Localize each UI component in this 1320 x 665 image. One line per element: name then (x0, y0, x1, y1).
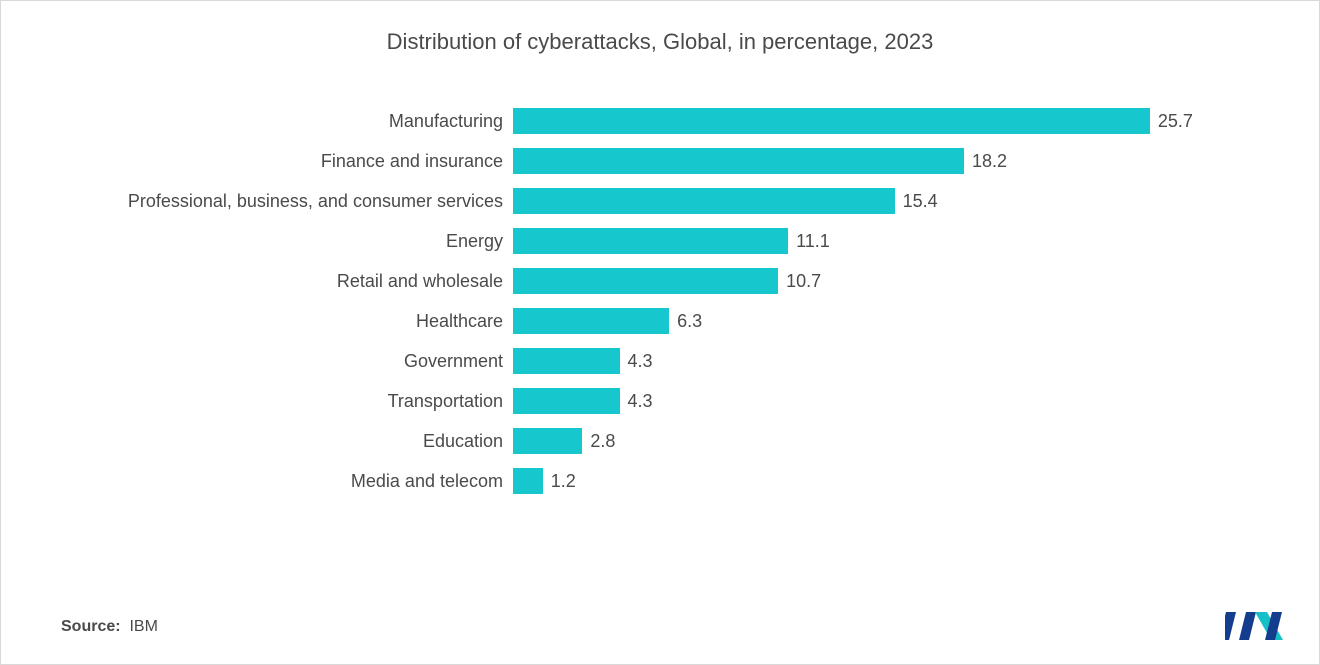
value-label: 11.1 (796, 231, 830, 252)
bar-track: 10.7 (513, 261, 1271, 301)
value-label: 10.7 (786, 271, 821, 292)
bar (513, 468, 543, 494)
bar (513, 388, 620, 414)
bar (513, 308, 669, 334)
category-label: Government (49, 351, 513, 372)
value-label: 25.7 (1158, 111, 1193, 132)
mordor-logo-icon (1225, 608, 1285, 642)
category-label: Education (49, 431, 513, 452)
bar-track: 18.2 (513, 141, 1271, 181)
bar-track: 15.4 (513, 181, 1271, 221)
bar (513, 228, 788, 254)
chart-row: Healthcare 6.3 (49, 301, 1271, 341)
category-label: Healthcare (49, 311, 513, 332)
chart-row: Manufacturing 25.7 (49, 101, 1271, 141)
chart-row: Energy 11.1 (49, 221, 1271, 261)
bar-track: 25.7 (513, 101, 1271, 141)
bar (513, 428, 582, 454)
bar (513, 268, 778, 294)
value-label: 15.4 (903, 191, 938, 212)
bar-track: 1.2 (513, 461, 1271, 501)
value-label: 4.3 (628, 391, 653, 412)
bar-chart: Manufacturing 25.7 Finance and insurance 18… (49, 101, 1271, 501)
source-label: Source: (61, 618, 121, 635)
chart-row: Media and telecom 1.2 (49, 461, 1271, 501)
chart-row: Education 2.8 (49, 421, 1271, 461)
value-label: 18.2 (972, 151, 1007, 172)
chart-frame: Distribution of cyberattacks, Global, in… (0, 0, 1320, 665)
category-label: Transportation (49, 391, 513, 412)
bar (513, 348, 620, 374)
bar-track: 2.8 (513, 421, 1271, 461)
chart-row: Professional, business, and consumer ser… (49, 181, 1271, 221)
value-label: 1.2 (551, 471, 576, 492)
value-label: 4.3 (628, 351, 653, 372)
value-label: 6.3 (677, 311, 702, 332)
bar-track: 6.3 (513, 301, 1271, 341)
category-label: Retail and wholesale (49, 271, 513, 292)
bar (513, 148, 964, 174)
bar (513, 108, 1150, 134)
category-label: Manufacturing (49, 111, 513, 132)
category-label: Professional, business, and consumer ser… (49, 191, 513, 212)
chart-row: Transportation 4.3 (49, 381, 1271, 421)
bar-track: 11.1 (513, 221, 1271, 261)
bar-track: 4.3 (513, 381, 1271, 421)
source-value: IBM (129, 618, 157, 635)
category-label: Media and telecom (49, 471, 513, 492)
chart-row: Finance and insurance 18.2 (49, 141, 1271, 181)
category-label: Energy (49, 231, 513, 252)
category-label: Finance and insurance (49, 151, 513, 172)
chart-row: Government 4.3 (49, 341, 1271, 381)
source-footer: Source: IBM (61, 618, 158, 636)
chart-title: Distribution of cyberattacks, Global, in… (49, 29, 1271, 55)
bar-track: 4.3 (513, 341, 1271, 381)
chart-row: Retail and wholesale 10.7 (49, 261, 1271, 301)
bar (513, 188, 895, 214)
value-label: 2.8 (590, 431, 615, 452)
